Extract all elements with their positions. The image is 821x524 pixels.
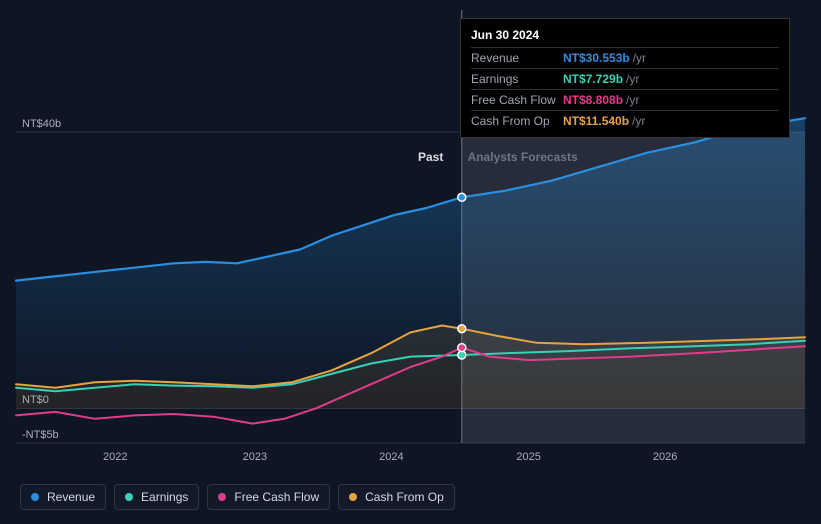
legend-item-label: Revenue [47, 490, 95, 504]
forecast-period-label: Analysts Forecasts [468, 150, 578, 164]
legend-item-label: Cash From Op [365, 490, 444, 504]
tooltip-row-unit: /yr [632, 114, 645, 128]
x-tick-label: 2024 [379, 451, 403, 463]
x-tick-label: 2022 [103, 451, 127, 463]
tooltip-row-value: NT$11.540b [563, 114, 629, 128]
legend-dot-icon [349, 493, 357, 501]
tooltip-row-unit: /yr [626, 72, 639, 86]
tooltip-row-unit: /yr [626, 93, 639, 107]
tooltip-row-value: NT$8.808b [563, 93, 623, 107]
tooltip-row: RevenueNT$30.553b/yr [471, 47, 779, 68]
x-tick-label: 2026 [653, 451, 677, 463]
tooltip-row-label: Free Cash Flow [471, 93, 563, 107]
past-period-label: Past [418, 150, 443, 164]
x-tick-label: 2025 [516, 451, 540, 463]
chart-legend: Revenue Earnings Free Cash Flow Cash From O… [20, 484, 455, 510]
tooltip-row: EarningsNT$7.729b/yr [471, 68, 779, 89]
legend-dot-icon [218, 493, 226, 501]
tooltip-row: Free Cash FlowNT$8.808b/yr [471, 89, 779, 110]
legend-dot-icon [31, 493, 39, 501]
tooltip-title: Jun 30 2024 [471, 25, 779, 47]
tooltip-row-value: NT$30.553b [563, 51, 630, 65]
tooltip-row-unit: /yr [633, 51, 646, 65]
legend-item-revenue[interactable]: Revenue [20, 484, 106, 510]
legend-item-label: Earnings [141, 490, 188, 504]
tooltip-row: Cash From OpNT$11.540b/yr [471, 110, 779, 131]
tooltip-row-label: Earnings [471, 72, 563, 86]
y-tick-label: -NT$5b [22, 429, 59, 441]
y-tick-label: NT$0 [22, 394, 49, 406]
tooltip-row-value: NT$7.729b [563, 72, 623, 86]
legend-dot-icon [125, 493, 133, 501]
legend-item-free-cash-flow[interactable]: Free Cash Flow [207, 484, 330, 510]
legend-item-cash-from-op[interactable]: Cash From Op [338, 484, 455, 510]
chart-container: NT$40b NT$0 -NT$5b 2022 2023 2024 2025 2026 Pa… [0, 0, 821, 524]
chart-tooltip: Jun 30 2024 RevenueNT$30.553b/yrEarnings… [460, 18, 790, 138]
y-tick-label: NT$40b [22, 118, 61, 130]
tooltip-row-label: Cash From Op [471, 114, 563, 128]
x-tick-label: 2023 [243, 451, 267, 463]
tooltip-row-label: Revenue [471, 51, 563, 65]
legend-item-label: Free Cash Flow [234, 490, 319, 504]
legend-item-earnings[interactable]: Earnings [114, 484, 199, 510]
